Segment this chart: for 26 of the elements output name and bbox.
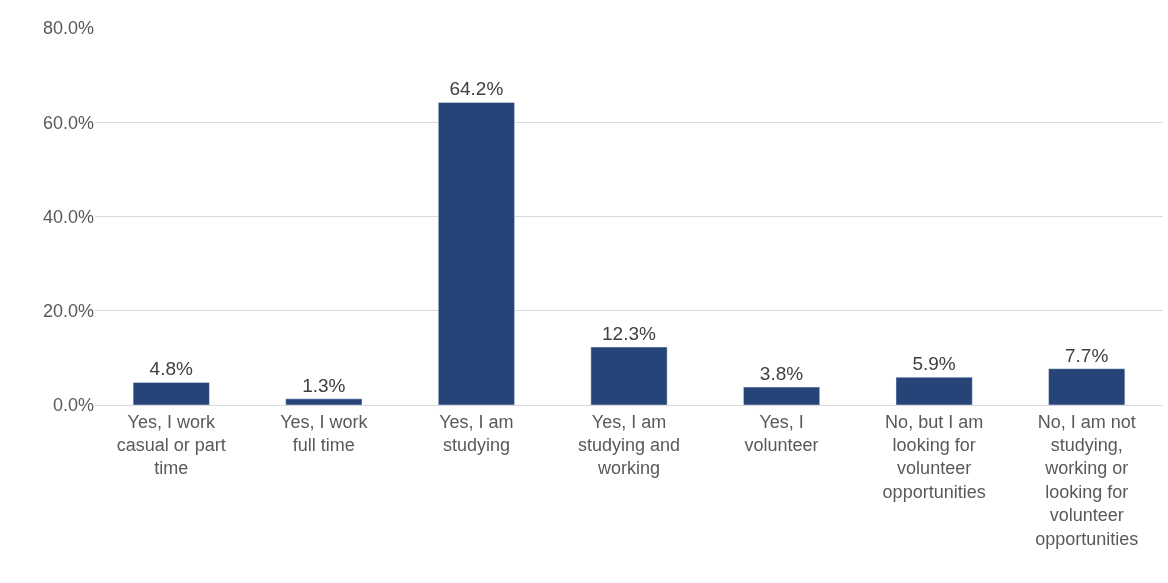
data-label: 4.8% xyxy=(149,358,193,380)
x-tick-label: Yes, I am studying and working xyxy=(577,411,681,479)
data-label: 7.7% xyxy=(1065,344,1109,366)
x-tick-label: Yes, I volunteer xyxy=(744,411,819,455)
data-label: 64.2% xyxy=(449,78,504,100)
bar xyxy=(132,382,210,405)
x-tick-label: No, but I am looking for volunteer opportunities xyxy=(882,411,986,502)
x-tick-label: Yes, I am studying xyxy=(439,411,514,455)
data-label: 1.3% xyxy=(302,374,346,396)
bar xyxy=(895,376,973,405)
y-tick-label: 40.0% xyxy=(42,206,94,227)
x-tick-label: Yes, I work full time xyxy=(280,411,369,455)
y-tick-label: 20.0% xyxy=(42,301,94,322)
x-tick-label: No, I am not studying, working or looking for volunteer opportunities xyxy=(1035,411,1139,549)
data-label: 5.9% xyxy=(912,353,956,375)
y-tick-label: 80.0% xyxy=(42,18,94,39)
y-tick-label: 0.0% xyxy=(52,395,94,416)
data-label: 12.3% xyxy=(602,323,656,345)
y-tick-label: 60.0% xyxy=(42,112,94,133)
bar xyxy=(1048,368,1126,405)
bar xyxy=(438,102,515,405)
data-label: 3.8% xyxy=(759,363,804,385)
x-tick-label: Yes, I work casual or part time xyxy=(116,411,226,479)
bar xyxy=(285,398,363,405)
bar xyxy=(743,386,820,405)
bar xyxy=(590,346,668,405)
